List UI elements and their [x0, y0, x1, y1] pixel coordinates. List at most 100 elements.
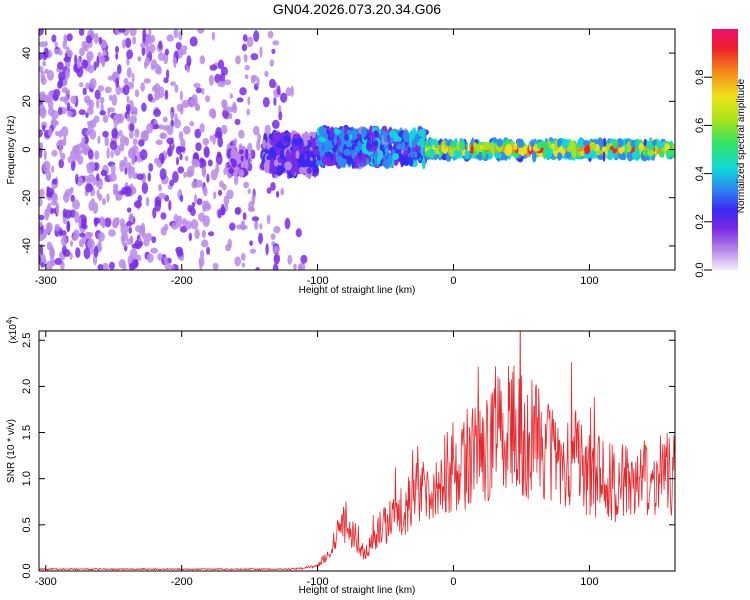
- heatmap-cell: [158, 192, 166, 200]
- heatmap-cell: [292, 133, 301, 140]
- heatmap-cell: [75, 247, 81, 258]
- heatmap-cell: [186, 170, 193, 178]
- snr-x-ticks: -300 -200 -100 0 100: [35, 331, 599, 588]
- heatmap-cell: [90, 248, 95, 255]
- heatmap-cell: [70, 95, 77, 105]
- heatmap-cell: [284, 161, 292, 171]
- heatmap-cell: [234, 118, 241, 126]
- heatmap-cell: [276, 85, 281, 96]
- heatmap-cell: [126, 207, 132, 213]
- heatmap-cell: [54, 257, 62, 266]
- heatmap-cell: [115, 45, 119, 54]
- heatmap-cell: [158, 124, 165, 130]
- heatmap-cell: [179, 225, 188, 233]
- heatmap-cell: [300, 254, 308, 264]
- heatmap-cell: [128, 262, 135, 270]
- spectrogram-xlabel: Height of straight line (km): [299, 285, 416, 296]
- heatmap-cell: [163, 255, 168, 266]
- heatmap-cell: [107, 75, 114, 81]
- heatmap-cell: [58, 71, 66, 81]
- heatmap-cell: [98, 36, 103, 45]
- heatmap-cell: [154, 83, 161, 93]
- heatmap-cell: [201, 87, 205, 95]
- heatmap-cell: [97, 178, 103, 190]
- heatmap-cell: [550, 143, 555, 150]
- heatmap-cell: [164, 223, 169, 231]
- y-tick-label: 0.0: [21, 563, 33, 578]
- heatmap-cell: [101, 218, 106, 229]
- heatmap-cell: [147, 93, 153, 102]
- heatmap-cell: [376, 156, 381, 165]
- heatmap-cell: [220, 206, 226, 216]
- heatmap-cell: [206, 246, 211, 255]
- heatmap-cell: [122, 84, 130, 96]
- heatmap-cell: [166, 69, 170, 80]
- heatmap-cell: [39, 214, 45, 221]
- colorbar-tick-label: 0.6: [694, 118, 706, 133]
- heatmap-cell: [226, 189, 234, 200]
- heatmap-cell: [126, 221, 133, 227]
- heatmap-cell: [137, 194, 143, 203]
- heatmap-cell: [298, 167, 306, 175]
- heatmap-cell: [66, 102, 71, 112]
- heatmap-cell: [489, 142, 496, 154]
- heatmap-cell: [626, 141, 632, 153]
- heatmap-cell: [343, 148, 352, 156]
- heatmap-cell: [111, 128, 118, 139]
- heatmap-cell: [513, 143, 518, 151]
- heatmap-cell: [63, 34, 67, 42]
- heatmap-cell: [108, 229, 116, 237]
- heatmap-cell: [129, 29, 137, 37]
- heatmap-cell: [273, 254, 280, 265]
- heatmap-cell: [57, 106, 63, 116]
- heatmap-cell: [79, 82, 84, 88]
- heatmap-cell: [634, 140, 640, 147]
- heatmap-cell: [39, 244, 44, 256]
- heatmap-cell: [131, 72, 135, 83]
- heatmap-cell: [63, 56, 71, 63]
- x-tick-label: -100: [307, 576, 329, 588]
- heatmap-cell: [208, 231, 215, 237]
- heatmap-cell: [88, 200, 94, 211]
- heatmap-cell: [118, 130, 123, 137]
- heatmap-cell: [118, 29, 126, 33]
- heatmap-cell: [62, 208, 68, 218]
- heatmap-cell: [87, 149, 94, 160]
- heatmap-cell: [217, 136, 223, 148]
- heatmap-cell: [134, 89, 140, 98]
- heatmap-cell: [441, 145, 445, 153]
- heatmap-cell: [141, 102, 147, 112]
- heatmap-cell: [197, 29, 205, 34]
- svg-text:(x104): (x104): [5, 316, 19, 343]
- heatmap-cell: [121, 39, 127, 49]
- heatmap-cell: [157, 52, 165, 61]
- heatmap-cell: [252, 125, 260, 136]
- heatmap-cell: [235, 55, 241, 65]
- heatmap-cell: [150, 64, 155, 71]
- heatmap-cell: [96, 173, 100, 182]
- heatmap-cell: [115, 52, 119, 60]
- heatmap-cell: [76, 57, 81, 69]
- heatmap-cell: [78, 29, 85, 36]
- heatmap-cell: [340, 139, 345, 147]
- heatmap-cell: [155, 139, 163, 146]
- heatmap-cell: [97, 135, 101, 144]
- heatmap-cell: [264, 70, 269, 78]
- heatmap-cell: [191, 202, 195, 208]
- heatmap-cell: [129, 115, 137, 125]
- heatmap-cell: [159, 168, 167, 180]
- heatmap-cell: [153, 124, 160, 130]
- heatmap-cell: [194, 193, 197, 205]
- heatmap-cell: [249, 248, 257, 254]
- heatmap-cell: [62, 245, 67, 255]
- heatmap-cell: [202, 186, 208, 197]
- heatmap-cell: [278, 104, 282, 114]
- heatmap-cell: [245, 148, 249, 161]
- heatmap-cell: [174, 84, 179, 93]
- heatmap-cell: [545, 147, 553, 159]
- heatmap-cell: [214, 131, 223, 139]
- heatmap-cell: [464, 149, 470, 158]
- heatmap-cell: [234, 174, 239, 186]
